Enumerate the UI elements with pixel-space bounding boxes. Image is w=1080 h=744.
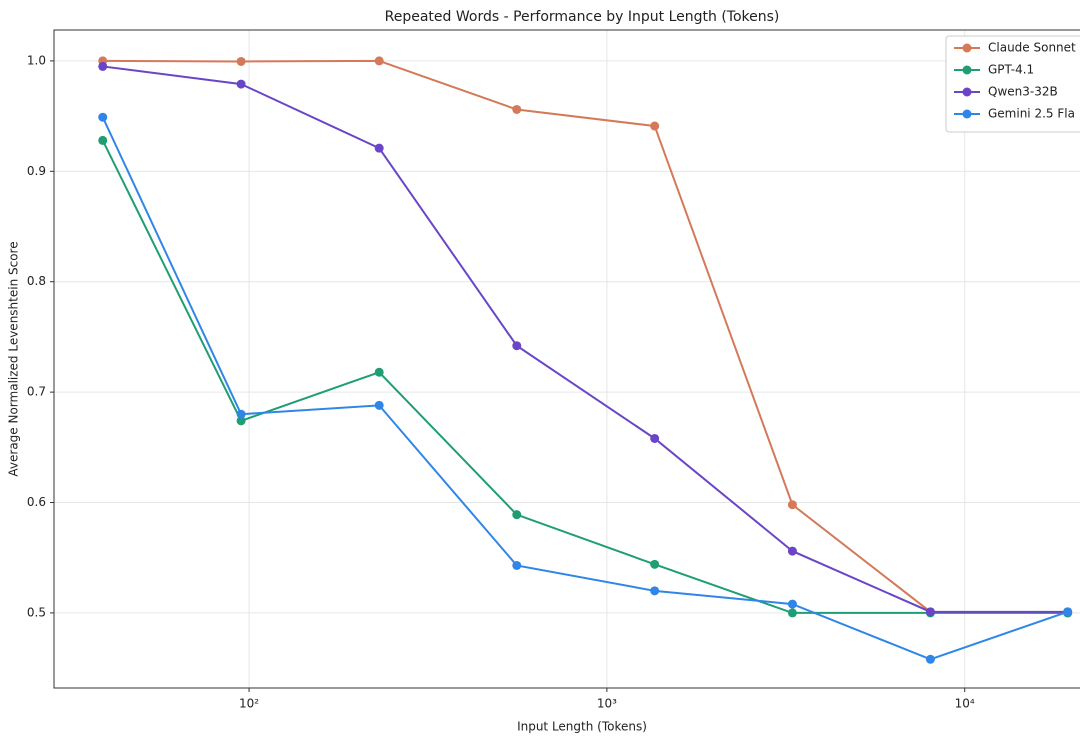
data-point xyxy=(925,607,935,617)
data-point xyxy=(650,586,660,596)
data-point xyxy=(650,433,660,443)
data-point xyxy=(512,510,522,520)
y-tick-label: 0.7 xyxy=(27,385,46,399)
data-point xyxy=(512,560,522,570)
legend-marker xyxy=(962,65,972,75)
data-point xyxy=(374,367,384,377)
legend-label: Qwen3-32B xyxy=(988,85,1058,99)
data-point xyxy=(98,135,108,145)
data-point xyxy=(512,341,522,351)
data-point xyxy=(650,121,660,131)
data-point xyxy=(787,546,797,556)
data-point xyxy=(236,56,246,66)
data-point xyxy=(787,608,797,618)
series-line xyxy=(102,59,1068,614)
series-line xyxy=(101,139,1068,614)
x-tick-label: 10⁴ xyxy=(955,697,975,711)
series-line xyxy=(101,116,1069,661)
data-point xyxy=(374,143,384,153)
y-tick-label: 1.0 xyxy=(27,53,46,67)
legend-marker xyxy=(962,87,972,97)
data-point xyxy=(98,112,108,122)
data-point xyxy=(787,599,797,609)
legend-marker xyxy=(962,43,972,53)
y-axis-label: Average Normalized Levenshtein Score xyxy=(7,241,21,476)
data-point xyxy=(236,416,246,426)
y-tick-label: 0.8 xyxy=(27,274,46,288)
legend-label: Claude Sonnet xyxy=(988,41,1076,55)
data-point xyxy=(512,104,522,114)
y-tick-label: 0.5 xyxy=(27,605,46,619)
legend-label: GPT-4.1 xyxy=(988,63,1034,77)
series-line xyxy=(102,65,1068,613)
x-tick-label: 10² xyxy=(239,697,259,711)
y-tick-label: 0.9 xyxy=(27,164,46,178)
data-point xyxy=(374,400,384,410)
data-point xyxy=(98,61,108,71)
x-axis-label: Input Length (Tokens) xyxy=(517,720,647,734)
x-tick-label: 10³ xyxy=(597,697,617,711)
legend-box xyxy=(945,35,1080,133)
data-point xyxy=(650,559,660,569)
legend-marker xyxy=(962,109,972,119)
data-point xyxy=(787,500,797,510)
data-point xyxy=(925,654,935,664)
legend-label: Gemini 2.5 Fla xyxy=(988,107,1075,121)
data-point xyxy=(236,409,246,419)
chart-title: Repeated Words - Performance by Input Le… xyxy=(385,9,780,25)
y-tick-label: 0.6 xyxy=(27,495,46,509)
data-point xyxy=(1063,607,1073,617)
data-point xyxy=(236,79,246,89)
data-point xyxy=(374,56,384,66)
plot-frame xyxy=(53,29,1080,689)
